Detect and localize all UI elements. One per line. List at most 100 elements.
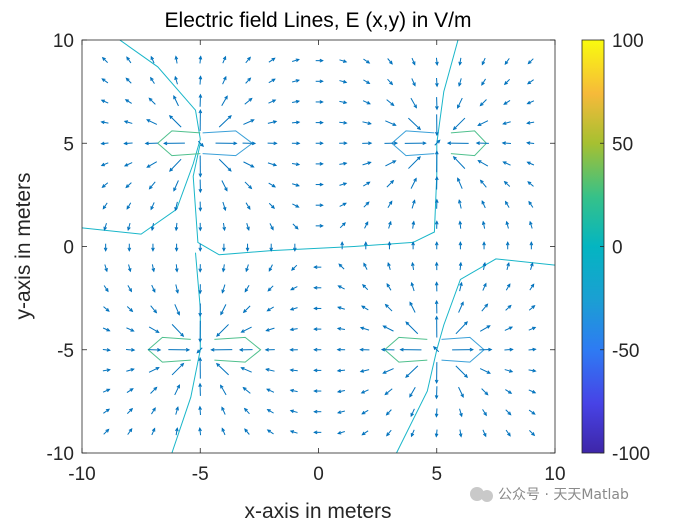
y-tick-label: 0 xyxy=(63,238,74,259)
arrow-head xyxy=(130,328,135,332)
field-arrow xyxy=(292,183,300,187)
arrow-shaft xyxy=(458,386,464,398)
arrow-head xyxy=(272,162,278,167)
arrow-head xyxy=(452,155,457,161)
arrow-shaft xyxy=(458,78,462,86)
arrow-head xyxy=(529,241,534,246)
arrow-head xyxy=(289,347,294,352)
arrow-shaft xyxy=(266,368,275,372)
arrow-shaft xyxy=(292,183,300,187)
field-arrow xyxy=(291,120,301,125)
field-arrow xyxy=(101,56,108,63)
field-arrow xyxy=(315,79,324,84)
field-arrow xyxy=(337,431,345,435)
arrow-head xyxy=(220,384,224,389)
arrow-head xyxy=(482,241,486,246)
field-arrow xyxy=(315,224,324,228)
field-arrow xyxy=(459,408,463,418)
field-arrow xyxy=(127,285,133,293)
field-arrow xyxy=(175,427,179,436)
arrow-head xyxy=(313,389,318,393)
field-arrow xyxy=(505,283,511,291)
arrow-shaft xyxy=(150,305,157,313)
arrow-shaft xyxy=(216,324,229,337)
arrow-head xyxy=(224,95,228,100)
field-arrow xyxy=(148,97,156,105)
field-arrow xyxy=(123,120,133,124)
field-arrow xyxy=(198,284,203,295)
field-arrow xyxy=(479,179,487,188)
arrow-head xyxy=(270,226,274,231)
arrow-head xyxy=(295,162,301,166)
arrow-head xyxy=(367,161,372,165)
field-arrow xyxy=(289,388,298,393)
field-arrow xyxy=(339,59,348,63)
field-arrow xyxy=(382,325,394,332)
arrow-head xyxy=(173,187,177,192)
arrow-head xyxy=(242,309,247,314)
arrow-head xyxy=(507,432,511,437)
field-arrow xyxy=(222,243,226,252)
arrow-shaft xyxy=(405,321,419,335)
arrow-shaft xyxy=(458,200,462,209)
field-arrow xyxy=(246,223,250,231)
arrow-shaft xyxy=(290,430,298,434)
arrow-head xyxy=(222,55,227,61)
arrow-head xyxy=(294,225,299,230)
arrow-shaft xyxy=(292,203,299,208)
field-arrow xyxy=(387,262,391,270)
arrow-head xyxy=(409,301,413,306)
field-arrow xyxy=(336,410,345,414)
arrow-head xyxy=(221,406,225,411)
arrow-shaft xyxy=(244,285,250,292)
arrow-shaft xyxy=(362,100,371,105)
field-arrow xyxy=(151,243,155,252)
arrow-shaft xyxy=(151,428,156,436)
arrow-head xyxy=(174,226,179,232)
arrow-head xyxy=(399,347,404,352)
field-arrow xyxy=(457,97,463,109)
arrow-shaft xyxy=(221,95,228,107)
arrow-head xyxy=(295,120,301,125)
arrow-head xyxy=(482,432,487,438)
field-arrow xyxy=(382,368,394,374)
arrow-head xyxy=(359,326,365,331)
arrow-head xyxy=(446,141,452,145)
field-arrow xyxy=(126,56,132,64)
field-arrow xyxy=(151,407,156,415)
arrow-head xyxy=(530,283,535,288)
arrow-head xyxy=(501,141,506,145)
field-arrow xyxy=(363,181,371,187)
field-arrow xyxy=(458,241,463,250)
field-arrow xyxy=(528,347,537,352)
field-arrow xyxy=(458,199,462,209)
arrow-head xyxy=(389,60,393,65)
arrow-shaft xyxy=(481,303,488,312)
arrow-shaft xyxy=(505,429,511,437)
field-arrow xyxy=(452,117,466,131)
arrow-head xyxy=(246,226,250,231)
arrow-head xyxy=(130,368,135,372)
arrow-shaft xyxy=(362,430,369,436)
field-arrow xyxy=(198,109,203,131)
arrow-head xyxy=(503,81,508,86)
arrow-shaft xyxy=(453,117,466,130)
arrow-head xyxy=(392,122,397,126)
arrow-shaft xyxy=(266,388,275,393)
field-arrow xyxy=(477,160,489,167)
field-arrow xyxy=(292,79,301,83)
arrow-shaft xyxy=(459,262,462,271)
arrow-head xyxy=(242,386,247,391)
arrow-shaft xyxy=(410,408,415,417)
arrow-head xyxy=(198,55,203,60)
arrow-shaft xyxy=(360,369,370,373)
field-arrow xyxy=(359,326,370,331)
arrow-shaft xyxy=(363,181,370,187)
arrow-shaft xyxy=(245,57,251,64)
field-arrow xyxy=(124,99,132,104)
x-tick-label: 10 xyxy=(544,464,565,485)
arrow-head xyxy=(336,327,342,331)
arrow-head xyxy=(464,374,469,379)
field-arrow xyxy=(362,284,369,291)
field-arrow xyxy=(313,327,322,331)
